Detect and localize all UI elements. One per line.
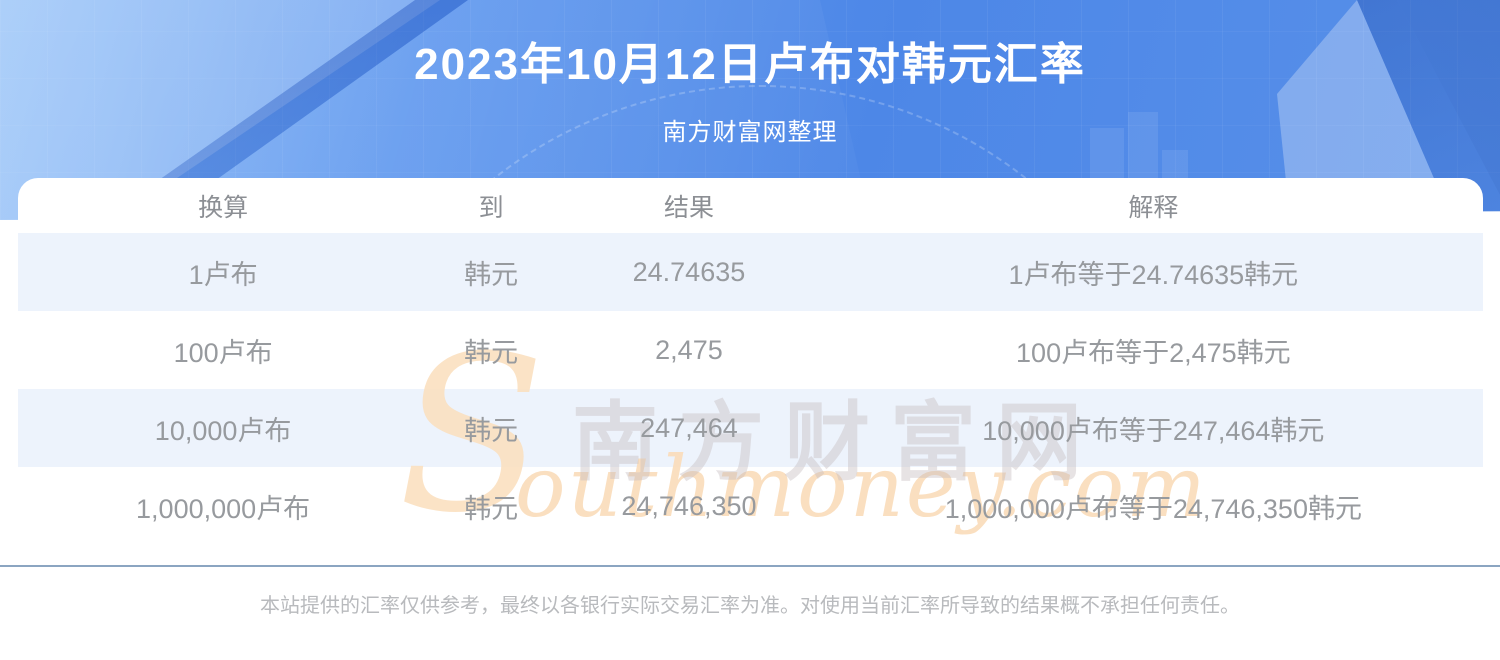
cell-explanation: 1,000,000卢布等于24,746,350韩元 — [944, 493, 1362, 524]
table-header-row: 换算 到 结果 解释 — [18, 178, 1483, 233]
cell-explanation: 1卢布等于24.74635韩元 — [1008, 259, 1299, 290]
cell-amount: 1,000,000卢布 — [136, 493, 311, 524]
cell-currency: 韩元 — [464, 337, 519, 368]
page-title: 2023年10月12日卢布对韩元汇率 — [414, 40, 1086, 89]
divider — [0, 565, 1500, 567]
table-row: 100卢布 韩元 2,475 100卢布等于2,475韩元 — [18, 311, 1483, 389]
table-row: 1卢布 韩元 24.74635 1卢布等于24.74635韩元 — [18, 233, 1483, 311]
footer-disclaimer: 本站提供的汇率仅供参考，最终以各银行实际交易汇率为准。对使用当前汇率所导致的结果… — [260, 595, 1240, 617]
rate-card: 换算 到 结果 解释 1卢布 韩元 24.74635 1卢布等于24.74635… — [18, 178, 1483, 562]
cell-result: 247,464 — [640, 412, 738, 443]
cell-amount: 10,000卢布 — [154, 415, 292, 446]
cell-result: 24.74635 — [632, 256, 746, 287]
table-row: 10,000卢布 韩元 247,464 10,000卢布等于247,464韩元 — [18, 389, 1483, 467]
cell-explanation: 100卢布等于2,475韩元 — [1016, 337, 1291, 368]
table-row: 1,000,000卢布 韩元 24,746,350 1,000,000卢布等于2… — [18, 467, 1483, 545]
page-subtitle: 南方财富网整理 — [662, 119, 838, 146]
cell-explanation: 10,000卢布等于247,464韩元 — [982, 415, 1325, 446]
cell-currency: 韩元 — [464, 415, 519, 446]
cell-amount: 1卢布 — [188, 259, 258, 290]
cell-currency: 韩元 — [464, 259, 519, 290]
cell-result: 2,475 — [655, 334, 723, 365]
cell-result: 24,746,350 — [621, 490, 757, 521]
column-header-convert: 换算 — [198, 193, 249, 222]
column-header-explanation: 解释 — [1128, 193, 1179, 222]
column-header-to: 到 — [478, 193, 504, 222]
cell-currency: 韩元 — [464, 493, 519, 524]
cell-amount: 100卢布 — [173, 337, 273, 368]
column-header-result: 结果 — [663, 193, 714, 222]
